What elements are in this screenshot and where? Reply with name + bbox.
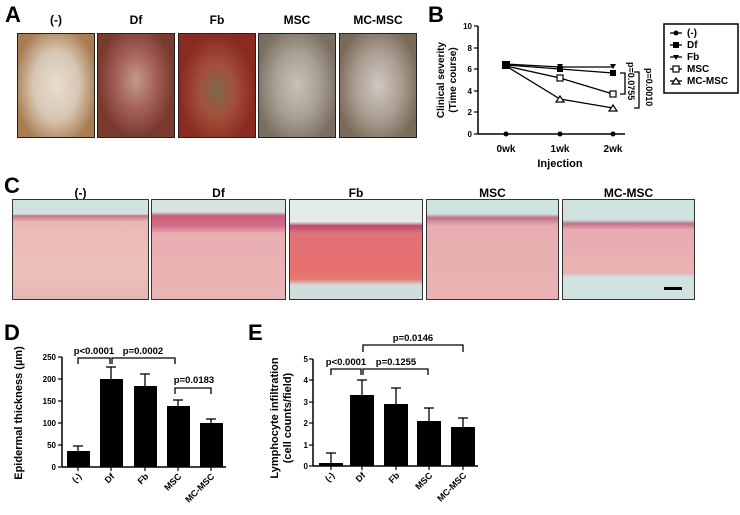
legend-label-negative: (-) bbox=[687, 28, 697, 39]
svg-text:50: 50 bbox=[47, 441, 56, 450]
svg-text:6: 6 bbox=[468, 65, 473, 74]
panel-a-title-negative: (-) bbox=[50, 13, 62, 27]
svg-text:200: 200 bbox=[43, 375, 57, 384]
svg-text:Fb: Fb bbox=[136, 471, 151, 486]
svg-text:Epidermal thickness (µm): Epidermal thickness (µm) bbox=[13, 346, 25, 480]
svg-text:Clinical severity: Clinical severity bbox=[436, 41, 447, 118]
svg-text:p<0.0001: p<0.0001 bbox=[326, 357, 367, 368]
svg-text:0wk: 0wk bbox=[497, 144, 516, 155]
legend-label-fb: Fb bbox=[687, 52, 700, 63]
svg-text:5: 5 bbox=[304, 355, 309, 364]
panel-c-label: C bbox=[4, 173, 20, 198]
svg-text:p=0.0010: p=0.0010 bbox=[644, 68, 654, 106]
svg-text:3: 3 bbox=[304, 398, 309, 407]
mouse-photo-mc-msc bbox=[339, 33, 417, 138]
svg-text:Injection: Injection bbox=[537, 158, 583, 170]
svg-text:MSC: MSC bbox=[162, 471, 184, 493]
histology-msc bbox=[426, 199, 559, 300]
scale-bar bbox=[664, 287, 682, 290]
svg-text:(-): (-) bbox=[323, 470, 336, 483]
svg-text:Fb: Fb bbox=[387, 470, 402, 485]
svg-text:150: 150 bbox=[43, 397, 57, 406]
panel-e-label: E bbox=[248, 320, 263, 345]
svg-text:250: 250 bbox=[43, 353, 57, 362]
svg-text:1: 1 bbox=[304, 441, 309, 450]
svg-text:1wk: 1wk bbox=[551, 144, 570, 155]
histology-fb bbox=[289, 199, 423, 300]
svg-text:0: 0 bbox=[52, 463, 57, 472]
histology-negative bbox=[12, 199, 149, 300]
panel-b-label: B bbox=[428, 2, 444, 27]
svg-text:0: 0 bbox=[304, 462, 309, 471]
legend-label-mc-msc: MC-MSC bbox=[687, 76, 729, 87]
legend-label-df: Df bbox=[687, 40, 698, 51]
svg-text:2wk: 2wk bbox=[604, 144, 623, 155]
svg-text:0: 0 bbox=[468, 130, 473, 139]
svg-text:2: 2 bbox=[468, 108, 473, 117]
svg-text:MSC: MSC bbox=[413, 470, 435, 492]
panel-d-bar-chart: Epidermal thickness (µm) 250 200 150 100 50… bbox=[13, 346, 226, 505]
svg-text:Df: Df bbox=[103, 471, 117, 485]
mouse-photo-df bbox=[97, 33, 175, 138]
panel-c-title-negative: (-) bbox=[74, 186, 87, 200]
mouse-photo-msc bbox=[258, 33, 336, 138]
panel-a-title-mc-msc: MC-MSC bbox=[353, 13, 403, 27]
svg-text:p=0.0183: p=0.0183 bbox=[174, 375, 214, 386]
svg-text:MC-MSC: MC-MSC bbox=[183, 471, 217, 505]
svg-text:(-): (-) bbox=[70, 471, 83, 484]
svg-text:2: 2 bbox=[304, 419, 309, 428]
panel-a-label: A bbox=[5, 2, 21, 27]
svg-text:p<0.0001: p<0.0001 bbox=[74, 346, 115, 357]
panel-e-bar-chart: Lymphocyte infiltration (cell counts/fie… bbox=[269, 333, 478, 504]
svg-text:p=0.0002: p=0.0002 bbox=[123, 346, 163, 357]
svg-text:Df: Df bbox=[354, 470, 368, 484]
svg-text:4: 4 bbox=[304, 376, 309, 385]
mouse-photo-fb bbox=[178, 33, 256, 138]
svg-text:p=0.1255: p=0.1255 bbox=[376, 357, 417, 368]
panel-a-title-df: Df bbox=[129, 13, 143, 27]
panel-c-title-df: Df bbox=[212, 186, 225, 200]
panel-c-title-msc: MSC bbox=[479, 186, 506, 200]
panel-c-title-mc-msc: MC-MSC bbox=[603, 186, 654, 200]
mouse-photo-negative bbox=[17, 33, 95, 138]
svg-text:4: 4 bbox=[468, 87, 473, 96]
histology-mc-msc bbox=[562, 199, 695, 300]
panel-a-title-msc: MSC bbox=[283, 13, 311, 27]
legend-label-msc: MSC bbox=[687, 64, 710, 75]
svg-text:8: 8 bbox=[468, 44, 473, 53]
panel-b-line-chart: 10 8 6 4 2 0 0wk 1wk 2wk Injection Clinical se… bbox=[436, 22, 739, 170]
panel-a-title-fb: Fb bbox=[209, 13, 225, 27]
svg-text:MC-MSC: MC-MSC bbox=[435, 470, 469, 504]
svg-text:(Time course): (Time course) bbox=[448, 47, 459, 112]
svg-text:100: 100 bbox=[43, 419, 57, 428]
panel-d-label: D bbox=[4, 320, 20, 345]
histology-df bbox=[151, 199, 286, 300]
svg-text:(cell counts/field): (cell counts/field) bbox=[282, 372, 294, 463]
svg-text:p=0.0755: p=0.0755 bbox=[626, 62, 636, 100]
svg-text:10: 10 bbox=[463, 22, 472, 31]
svg-text:p=0.0146: p=0.0146 bbox=[393, 333, 433, 344]
panel-c-title-fb: Fb bbox=[348, 186, 364, 200]
svg-text:Lymphocyte infiltration: Lymphocyte infiltration bbox=[269, 357, 281, 478]
